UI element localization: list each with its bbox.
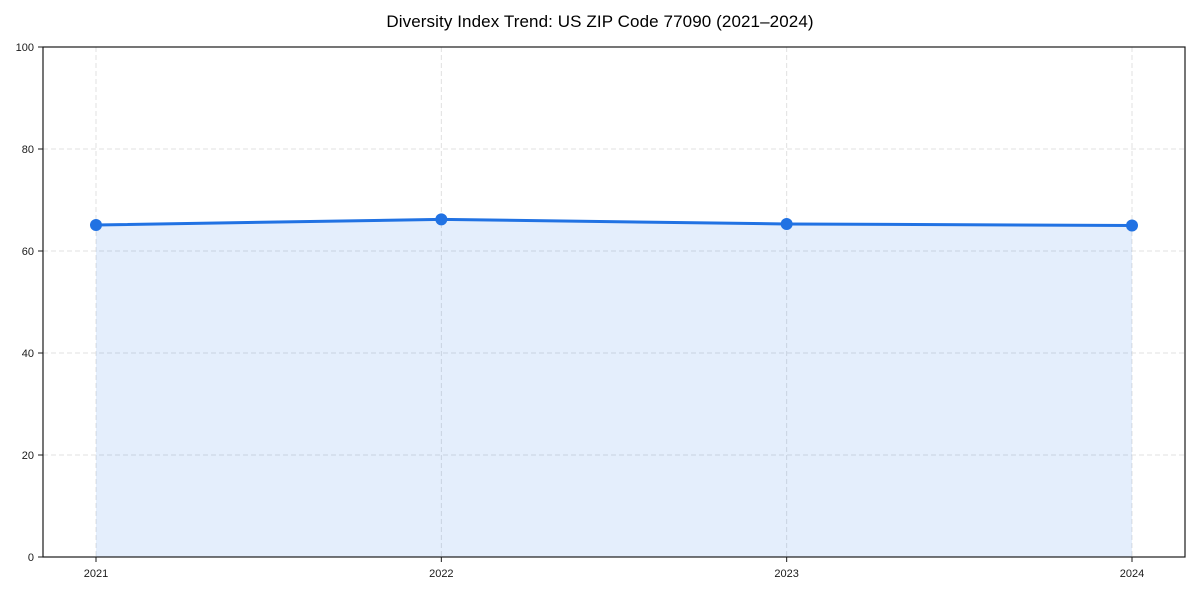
x-tick-label: 2022 [429,568,453,580]
y-tick-label: 20 [22,450,34,462]
y-tick-label: 100 [16,42,34,54]
y-tick-label: 80 [22,144,34,156]
x-tick-label: 2021 [84,568,108,580]
trend-line [94,217,1134,227]
y-tick-label: 40 [22,348,34,360]
area-fill [96,219,1132,557]
y-tick-label: 60 [22,246,34,258]
plot-box-spines [42,46,1186,558]
data-point-2024 [1126,219,1138,232]
x-tick-label: 2024 [1120,568,1144,580]
data-point-2022 [435,213,448,226]
y-tick-label: 0 [28,552,34,564]
data-point-2021 [90,218,102,231]
chart-title: Diversity Index Trend: US ZIP Code 77090… [386,12,814,31]
data-point-2023 [780,217,793,230]
x-tick-label: 2023 [774,568,798,580]
